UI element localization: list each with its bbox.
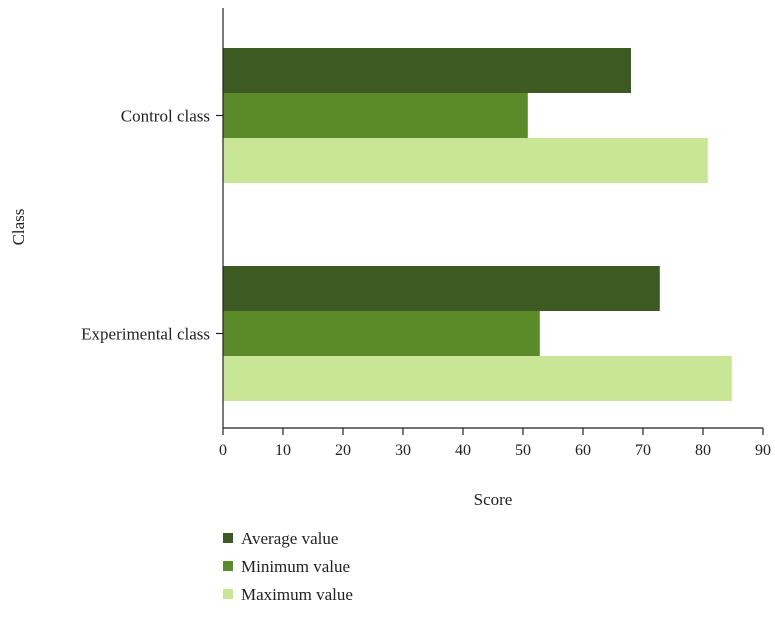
x-ticks-group: 0 10 20 30 40 50 60 70 80 90 [219, 428, 771, 459]
y-ticks-group: Control class Experimental class [81, 107, 223, 344]
legend-swatch [223, 533, 233, 543]
bar-1-1 [223, 311, 540, 356]
legend-label: Maximum value [241, 585, 353, 604]
bars-group [223, 48, 732, 401]
y-axis-title: Class [9, 209, 28, 246]
y-category-label: Control class [121, 107, 210, 126]
x-tick-label: 50 [515, 442, 531, 459]
x-tick-label: 70 [635, 442, 651, 459]
x-tick-label: 30 [395, 442, 411, 459]
x-tick-label: 20 [335, 442, 351, 459]
legend-swatch [223, 561, 233, 571]
x-axis-title: Score [474, 490, 513, 509]
x-tick-label: 80 [695, 442, 711, 459]
bar-0-2 [223, 138, 708, 183]
bar-0-0 [223, 48, 631, 93]
bar-0-1 [223, 93, 528, 138]
legend-label: Minimum value [241, 557, 350, 576]
legend: Average value Minimum value Maximum value [223, 529, 353, 604]
legend-swatch [223, 589, 233, 599]
bar-1-0 [223, 266, 660, 311]
x-tick-label: 90 [755, 442, 771, 459]
x-tick-label: 10 [275, 442, 291, 459]
legend-label: Average value [241, 529, 338, 548]
x-tick-label: 60 [575, 442, 591, 459]
x-tick-label: 40 [455, 442, 471, 459]
bar-1-2 [223, 356, 732, 401]
y-category-label: Experimental class [81, 325, 210, 344]
x-tick-label: 0 [219, 442, 227, 459]
